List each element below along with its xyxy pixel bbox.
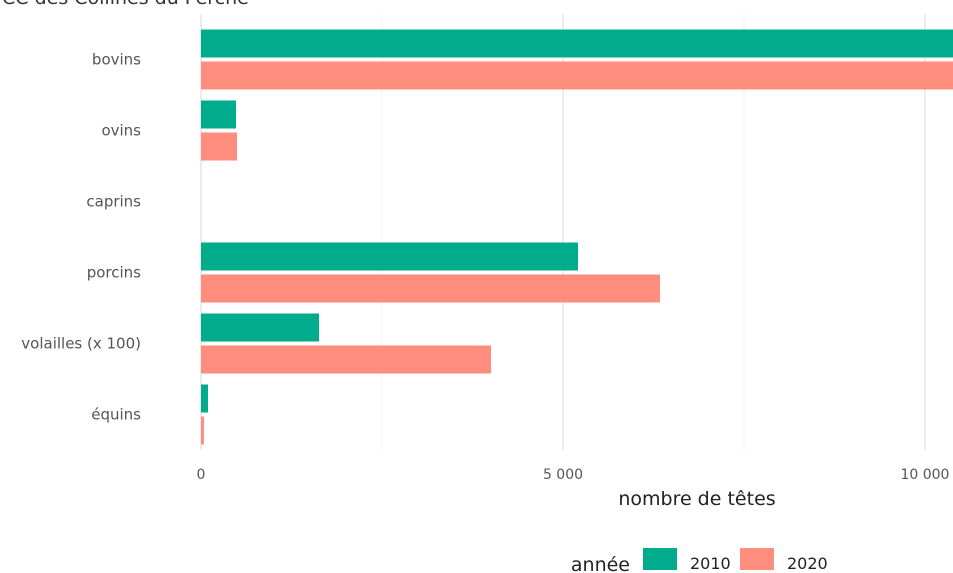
bar xyxy=(201,384,209,413)
bar xyxy=(201,61,953,90)
legend-label: 2020 xyxy=(787,554,828,573)
x-tick-label: 10 000 xyxy=(900,467,949,483)
legend-swatch xyxy=(740,548,774,570)
bar xyxy=(201,100,236,129)
y-tick-label: équins xyxy=(91,406,141,424)
chart-title: CC des Collines du Perche xyxy=(2,0,249,9)
y-tick-label: volailles (x 100) xyxy=(21,335,141,353)
y-tick-label: ovins xyxy=(101,122,141,140)
bar xyxy=(201,242,578,271)
x-tick-label: 0 xyxy=(197,467,206,483)
bar xyxy=(201,274,661,303)
bar xyxy=(201,313,320,342)
y-tick-label: caprins xyxy=(86,193,141,211)
bar xyxy=(201,416,204,445)
x-tick-label: 5 000 xyxy=(543,467,583,483)
x-axis-title: nombre de têtes xyxy=(618,488,775,510)
legend-title: année xyxy=(571,554,630,573)
bar xyxy=(201,29,953,58)
legend-label: 2010 xyxy=(690,554,731,573)
y-tick-label: bovins xyxy=(92,51,141,69)
bar xyxy=(201,132,237,161)
y-tick-label: porcins xyxy=(87,264,141,282)
legend-swatch xyxy=(643,548,677,570)
bar xyxy=(201,345,492,374)
